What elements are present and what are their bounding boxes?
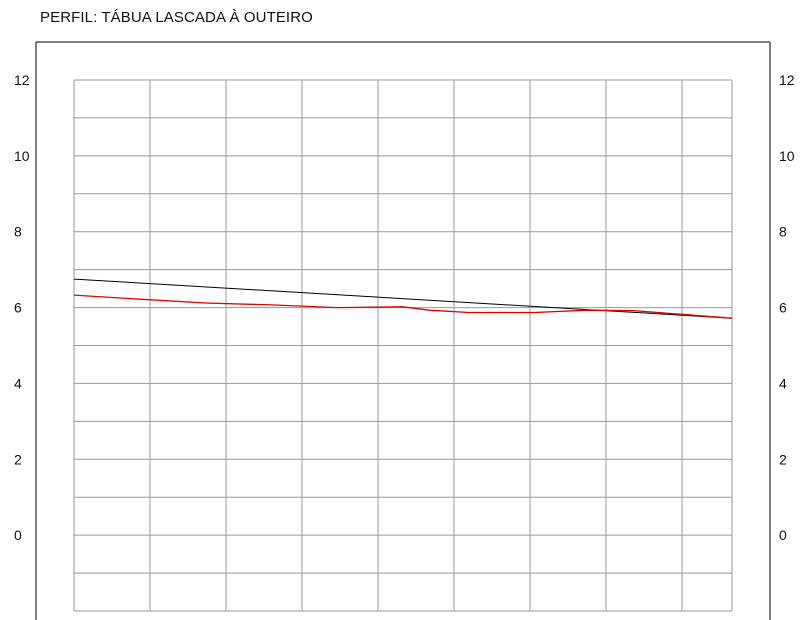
y-tick-label-right: 2 [779, 451, 787, 467]
left-tick-labels: 0 2 4 6 8 10 12 [14, 72, 30, 543]
y-tick-label-left: 4 [14, 375, 22, 391]
y-tick-label-left: 2 [14, 451, 22, 467]
grid [73, 79, 733, 612]
y-tick-label-right: 6 [779, 300, 787, 316]
y-tick-label-left: 0 [14, 527, 22, 543]
series-line-1 [73, 278, 733, 319]
y-tick-label-left: 8 [14, 224, 22, 240]
y-tick-label-right: 0 [779, 527, 787, 543]
series-line-2 [73, 294, 733, 319]
y-tick-label-right: 10 [779, 148, 795, 164]
right-tick-labels: 0 2 4 6 8 10 12 [779, 72, 795, 543]
y-tick-label-left: 10 [14, 148, 30, 164]
y-tick-label-right: 8 [779, 224, 787, 240]
chart-title: PERFIL: TÁBUA LASCADA À OUTEIRO [40, 9, 313, 26]
series-layer [73, 278, 733, 319]
y-tick-label-left: 6 [14, 300, 22, 316]
y-tick-label-right: 4 [779, 375, 787, 391]
y-tick-label-left: 12 [14, 72, 30, 88]
y-tick-label-right: 12 [779, 72, 795, 88]
